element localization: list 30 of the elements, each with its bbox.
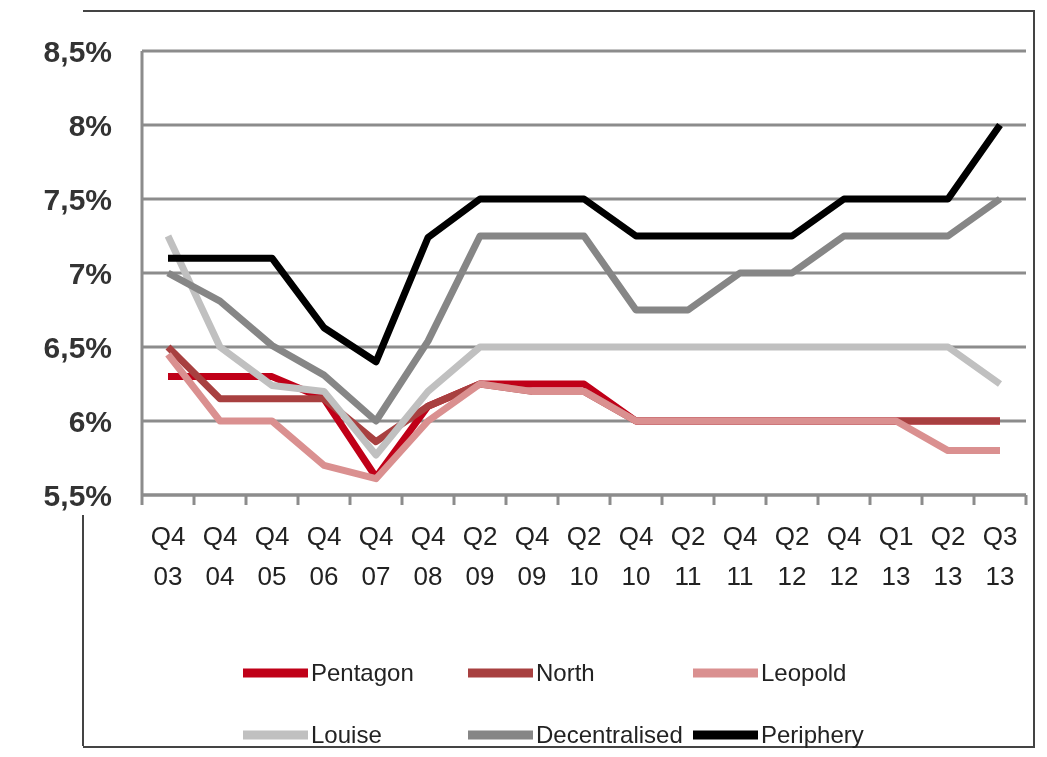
x-tick-label: Q4 05 bbox=[254, 521, 290, 591]
y-tick-label: 7% bbox=[68, 256, 112, 290]
y-tick-label: 8,5% bbox=[43, 34, 112, 68]
x-tick-label: Q4 06 bbox=[306, 521, 342, 591]
legend-label: North bbox=[536, 659, 595, 687]
x-tick-label: Q4 07 bbox=[358, 521, 394, 591]
y-tick-label: 8% bbox=[68, 108, 112, 142]
y-tick-label: 5,5% bbox=[43, 478, 112, 512]
legend-label: Louise bbox=[311, 721, 382, 749]
x-tick-label: Q2 11 bbox=[670, 521, 706, 591]
x-tick-label: Q4 08 bbox=[410, 521, 446, 591]
x-tick-label: Q1 13 bbox=[878, 521, 914, 591]
legend-label: Leopold bbox=[761, 659, 847, 687]
x-tick-label: Q3 13 bbox=[982, 521, 1018, 591]
y-tick-label: 7,5% bbox=[43, 182, 112, 216]
x-tick-label: Q2 13 bbox=[930, 521, 966, 591]
x-tick-label: Q4 09 bbox=[514, 521, 550, 591]
x-tick-label: Q2 10 bbox=[566, 521, 602, 591]
y-tick-label: 6,5% bbox=[43, 330, 112, 364]
x-tick-label: Q2 09 bbox=[462, 521, 498, 591]
x-tick-label: Q4 11 bbox=[722, 521, 758, 591]
x-tick-label: Q2 12 bbox=[774, 521, 810, 591]
x-tick-label: Q4 03 bbox=[150, 521, 186, 591]
x-tick-label: Q4 12 bbox=[826, 521, 862, 591]
y-tick-label: 6% bbox=[68, 404, 112, 438]
legend-label: Periphery bbox=[761, 721, 864, 749]
legend-label: Decentralised bbox=[536, 721, 683, 749]
legend-label: Pentagon bbox=[311, 659, 414, 687]
x-tick-label: Q4 04 bbox=[202, 521, 238, 591]
x-tick-label: Q4 10 bbox=[618, 521, 654, 591]
